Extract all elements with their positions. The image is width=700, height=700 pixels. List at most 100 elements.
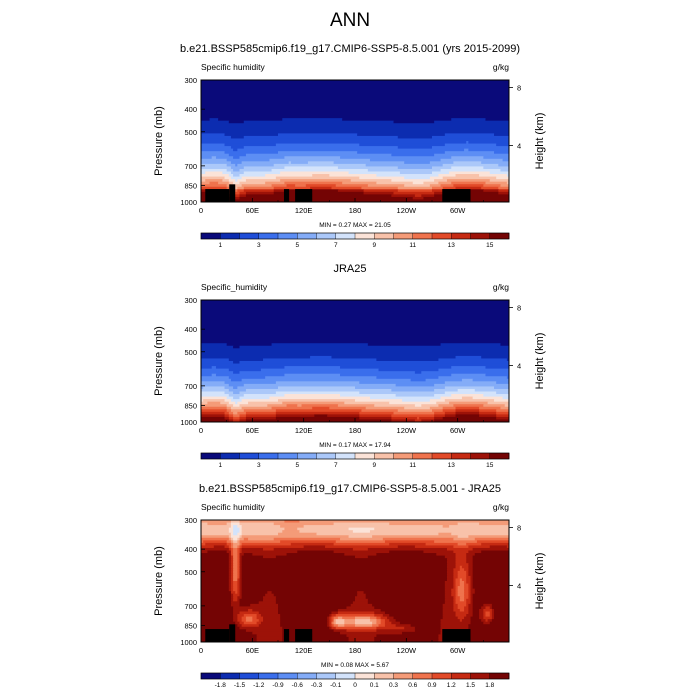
contour-cell <box>241 525 281 529</box>
contour-cell <box>483 621 491 625</box>
contour-cell <box>201 530 230 534</box>
contour-cell <box>297 527 350 531</box>
contour-cell <box>455 563 469 567</box>
contour-cell <box>305 184 337 188</box>
colorbar-label: 1 <box>218 242 222 249</box>
contour-cell <box>457 616 465 620</box>
contour-cell <box>201 333 509 337</box>
colorbar-label: 9 <box>372 242 376 249</box>
contour-cell <box>414 419 422 422</box>
contour-cell <box>348 639 375 642</box>
contour-cell <box>506 545 509 549</box>
contour-cell <box>237 186 245 190</box>
contour-cell <box>237 586 241 590</box>
contour-cell <box>239 396 271 400</box>
contour-cell <box>369 530 509 534</box>
contour-cell <box>453 184 484 188</box>
contour-cell <box>203 399 226 403</box>
contour-cell <box>494 386 509 390</box>
x-tick-label: 0 <box>199 426 203 435</box>
contour-cell <box>241 619 247 623</box>
contour-cell <box>226 186 232 190</box>
contour-cell <box>228 530 234 534</box>
colorbar-label: -1.2 <box>253 682 265 689</box>
contour-cell <box>404 626 416 630</box>
contour-cell <box>237 591 241 595</box>
contour-cell <box>464 616 472 620</box>
contour-cell <box>453 586 457 590</box>
contour-cell <box>331 619 335 623</box>
contour-cell <box>440 343 502 347</box>
contour-cell <box>237 550 241 554</box>
colorbar-swatch <box>278 673 298 679</box>
contour-cell <box>455 565 461 569</box>
contour-cell <box>218 181 230 185</box>
contour-cell <box>340 537 384 541</box>
contour-cell <box>201 596 232 600</box>
y-tick-label: 300 <box>184 296 197 305</box>
contour-cell <box>331 626 337 630</box>
contour-cell <box>455 591 459 595</box>
contour-cell <box>333 616 339 620</box>
contour-cell <box>278 151 358 155</box>
contour-cell <box>468 568 474 572</box>
contour-cell <box>233 555 238 559</box>
contour-cell <box>472 581 509 585</box>
contour-cell <box>245 153 392 157</box>
contour-cell <box>442 611 457 615</box>
x-tick-label: 60W <box>450 646 466 655</box>
contour-cell <box>239 588 243 592</box>
contour-cell <box>228 419 234 422</box>
contour-cell <box>380 616 388 620</box>
contour-cell <box>201 537 230 541</box>
contour-cell <box>239 191 247 195</box>
contour-cell <box>438 532 452 536</box>
contour-cell <box>237 565 241 569</box>
colorbar-label: 13 <box>448 462 456 469</box>
contour-cell <box>355 616 371 620</box>
contour-cell <box>453 404 484 408</box>
contour-cell <box>243 186 275 190</box>
colorbar-label: -0.3 <box>311 682 323 689</box>
contour-cell <box>201 143 226 147</box>
contour-cell <box>239 558 243 562</box>
contour-cell <box>367 343 442 347</box>
contour-cell <box>201 560 230 564</box>
contour-cell <box>209 181 219 185</box>
contour-cell <box>494 614 509 618</box>
contour-cell <box>479 611 484 615</box>
contour-cell <box>468 629 509 633</box>
contour-cell <box>278 606 348 610</box>
contour-cell <box>451 166 484 170</box>
contour-cell <box>474 388 509 393</box>
contour-cell <box>468 588 472 592</box>
contour-cell <box>479 522 509 526</box>
contour-cell <box>494 399 509 403</box>
contour-cell <box>444 555 457 559</box>
contour-cell <box>228 545 232 549</box>
contour-cell <box>479 614 484 618</box>
contour-cell <box>327 624 330 628</box>
contour-cell <box>239 174 266 178</box>
contour-cell <box>201 141 467 145</box>
contour-cell <box>233 606 279 610</box>
contour-cell <box>485 606 491 610</box>
contour-cell <box>211 366 217 370</box>
contour-cell <box>451 593 457 597</box>
contour-cell <box>434 179 448 183</box>
contour-cell <box>278 133 358 137</box>
colorbar-swatch <box>239 673 260 679</box>
contour-cell <box>248 537 275 541</box>
colorbar-swatch <box>258 673 279 679</box>
contour-cell <box>472 563 509 567</box>
contour-cell <box>275 598 356 602</box>
contour-cell <box>446 179 491 183</box>
contour-cell <box>485 611 491 615</box>
contour-cell <box>245 419 392 422</box>
contour-cell <box>500 343 509 347</box>
contour-cell <box>365 163 444 168</box>
contour-cell <box>442 163 499 168</box>
contour-cell <box>307 161 335 165</box>
colorbar-swatch <box>451 673 471 679</box>
contour-cell <box>470 581 474 585</box>
